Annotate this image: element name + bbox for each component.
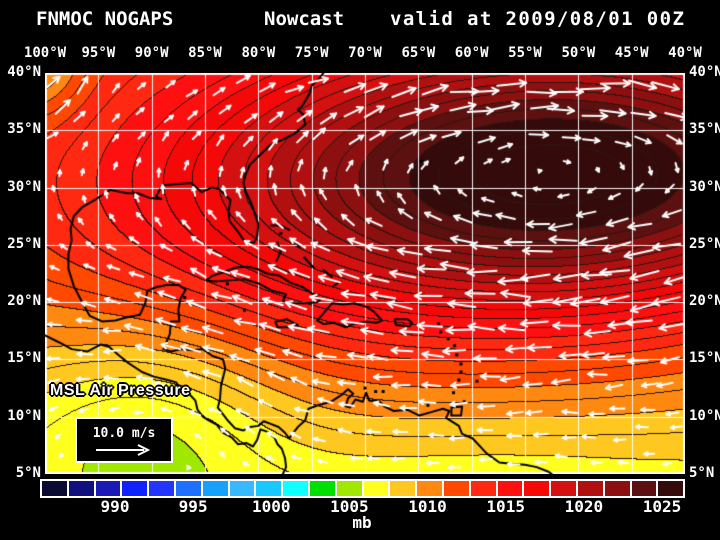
colorbar-cell xyxy=(577,481,603,496)
colorbar-cell xyxy=(631,481,657,496)
colorbar-tick-label: 1025 xyxy=(642,497,682,516)
wind-scale-arrow-icon xyxy=(96,444,151,456)
colorbar-cell xyxy=(604,481,630,496)
colorbar-tick-label: 1015 xyxy=(486,497,525,516)
lon-label: 75°W xyxy=(294,45,329,61)
colorbar-cell xyxy=(336,481,362,496)
colorbar-cell xyxy=(149,481,174,496)
lon-label: 55°W xyxy=(508,45,542,61)
field-overlay-label: MSL Air Pressure xyxy=(50,382,191,399)
colorbar-unit-label: mb xyxy=(352,513,372,532)
colorbar-cell xyxy=(283,481,308,496)
colorbar-cell xyxy=(658,481,684,496)
lon-label: 45°W xyxy=(614,45,649,61)
pressure-colorbar xyxy=(40,479,685,498)
lon-label: 65°W xyxy=(401,45,436,61)
lat-label-right: 25°N xyxy=(689,235,720,252)
lat-label-right: 15°N xyxy=(689,350,720,367)
lon-label: 95°W xyxy=(81,45,116,61)
colorbar-cell xyxy=(202,481,228,496)
colorbar-cell xyxy=(256,481,282,496)
colorbar-tick-label: 1020 xyxy=(564,497,604,516)
lat-label-left: 5°N xyxy=(15,465,41,481)
colorbar-cell xyxy=(497,481,523,496)
colorbar-cell xyxy=(551,481,576,496)
lon-label: 80°W xyxy=(241,45,276,61)
lat-label-right: 35°N xyxy=(689,121,720,138)
lat-label-right: 5°N xyxy=(689,465,715,481)
colorbar-cell xyxy=(309,481,335,496)
colorbar-tick-label: 990 xyxy=(100,497,130,516)
colorbar-cell xyxy=(363,481,389,496)
wind-scale-label: 10.0 m/s xyxy=(92,426,156,441)
lat-label-left: 10°N xyxy=(7,407,41,424)
colorbar-cell xyxy=(390,481,416,496)
colorbar-cell xyxy=(443,481,469,496)
lat-label-left: 40°N xyxy=(7,64,41,80)
lat-label-left: 25°N xyxy=(7,235,41,252)
colorbar-cell xyxy=(417,481,442,496)
lat-label-left: 30°N xyxy=(7,178,41,195)
valid-time-title: valid at 2009/08/01 00Z xyxy=(390,8,686,30)
lon-label: 85°W xyxy=(188,45,222,61)
colorbar-cell xyxy=(470,481,496,496)
colorbar-cell xyxy=(122,481,148,496)
colorbar-cell xyxy=(175,481,201,496)
lat-label-right: 30°N xyxy=(689,178,720,195)
wind-scale-legend: 10.0 m/s xyxy=(75,417,173,463)
lon-label: 50°W xyxy=(561,45,596,61)
lat-label-left: 35°N xyxy=(7,121,41,138)
lat-label-left: 20°N xyxy=(7,293,41,310)
lat-label-right: 10°N xyxy=(689,407,720,424)
colorbar-cell xyxy=(42,481,67,496)
colorbar-cell xyxy=(68,481,94,496)
pressure-wind-map xyxy=(45,73,685,474)
product-title: FNMOC NOGAPS xyxy=(36,8,174,30)
colorbar-tick-label: 995 xyxy=(178,497,208,516)
colorbar-tick-label: 1005 xyxy=(330,497,369,516)
lon-label: 100°W xyxy=(23,45,67,61)
lon-label: 40°W xyxy=(668,45,702,61)
lat-label-right: 40°N xyxy=(689,64,720,80)
lat-label-left: 15°N xyxy=(7,350,41,367)
run-type-title: Nowcast xyxy=(264,8,345,30)
lon-label: 60°W xyxy=(454,45,489,61)
colorbar-cell xyxy=(95,481,121,496)
lon-label: 90°W xyxy=(134,45,169,61)
colorbar-cell xyxy=(229,481,255,496)
lat-label-right: 20°N xyxy=(689,293,720,310)
colorbar-tick-label: 1010 xyxy=(408,497,447,516)
colorbar-tick-label: 1000 xyxy=(252,497,291,516)
lon-label: 70°W xyxy=(348,45,382,61)
colorbar-cell xyxy=(524,481,550,496)
